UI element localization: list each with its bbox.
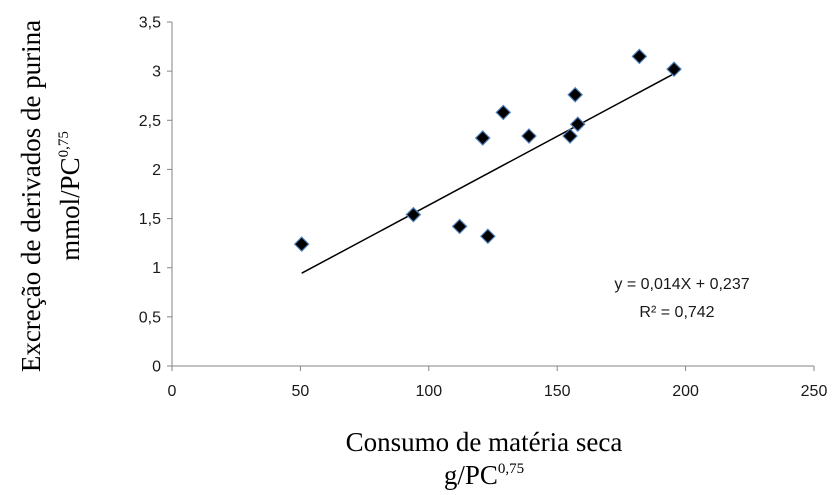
data-point — [666, 61, 682, 78]
x-tick-label: 100 — [415, 383, 442, 400]
y-tick-label: 1,5 — [139, 211, 161, 228]
data-point — [480, 228, 496, 245]
y-axis-title: Excreção de derivados de purina — [16, 20, 46, 372]
trendline — [301, 73, 675, 274]
y-tick-label: 3 — [152, 64, 161, 81]
data-point — [405, 206, 422, 223]
y-axis-unit-base: mmol/PC — [55, 157, 85, 261]
data-point — [451, 218, 468, 235]
x-tick-label: 50 — [292, 383, 310, 400]
data-point — [521, 128, 537, 144]
y-axis-unit-exponent: 0,75 — [56, 131, 72, 157]
x-axis-unit-exponent: 0,75 — [498, 461, 524, 477]
x-tick-label: 0 — [168, 383, 177, 400]
trendline-equation: y = 0,014X + 0,237 — [614, 276, 749, 293]
r-squared-label: R² = 0,742 — [639, 304, 714, 321]
x-axis-unit-base: g/PC — [444, 460, 498, 490]
axes — [171, 22, 814, 367]
x-tick-label: 200 — [672, 383, 699, 400]
y-tick-label: 2,5 — [139, 113, 161, 130]
y-tick-label: 2 — [152, 162, 161, 179]
data-point — [495, 104, 512, 121]
data-point — [562, 128, 578, 144]
y-tick-label: 0,5 — [139, 309, 161, 326]
x-axis-title: Consumo de matéria seca — [346, 427, 623, 457]
data-points — [293, 48, 682, 252]
data-point — [569, 116, 586, 133]
x-tick-label: 250 — [801, 383, 828, 400]
data-point — [567, 86, 584, 103]
y-axis-ticks: 0 0,5 1 1,5 2 2,5 3 3,5 — [139, 15, 172, 376]
x-axis-ticks: 0 50 100 150 200 250 — [168, 366, 828, 400]
data-point — [293, 236, 310, 252]
y-tick-label: 3,5 — [139, 15, 161, 32]
x-tick-label: 150 — [544, 383, 571, 400]
y-axis-unit: mmol/PC0,75 — [55, 131, 85, 261]
data-point — [631, 48, 648, 65]
y-tick-label: 0 — [152, 359, 161, 376]
x-axis-unit: g/PC0,75 — [444, 460, 524, 490]
y-tick-label: 1 — [152, 260, 161, 277]
data-point — [474, 130, 491, 146]
